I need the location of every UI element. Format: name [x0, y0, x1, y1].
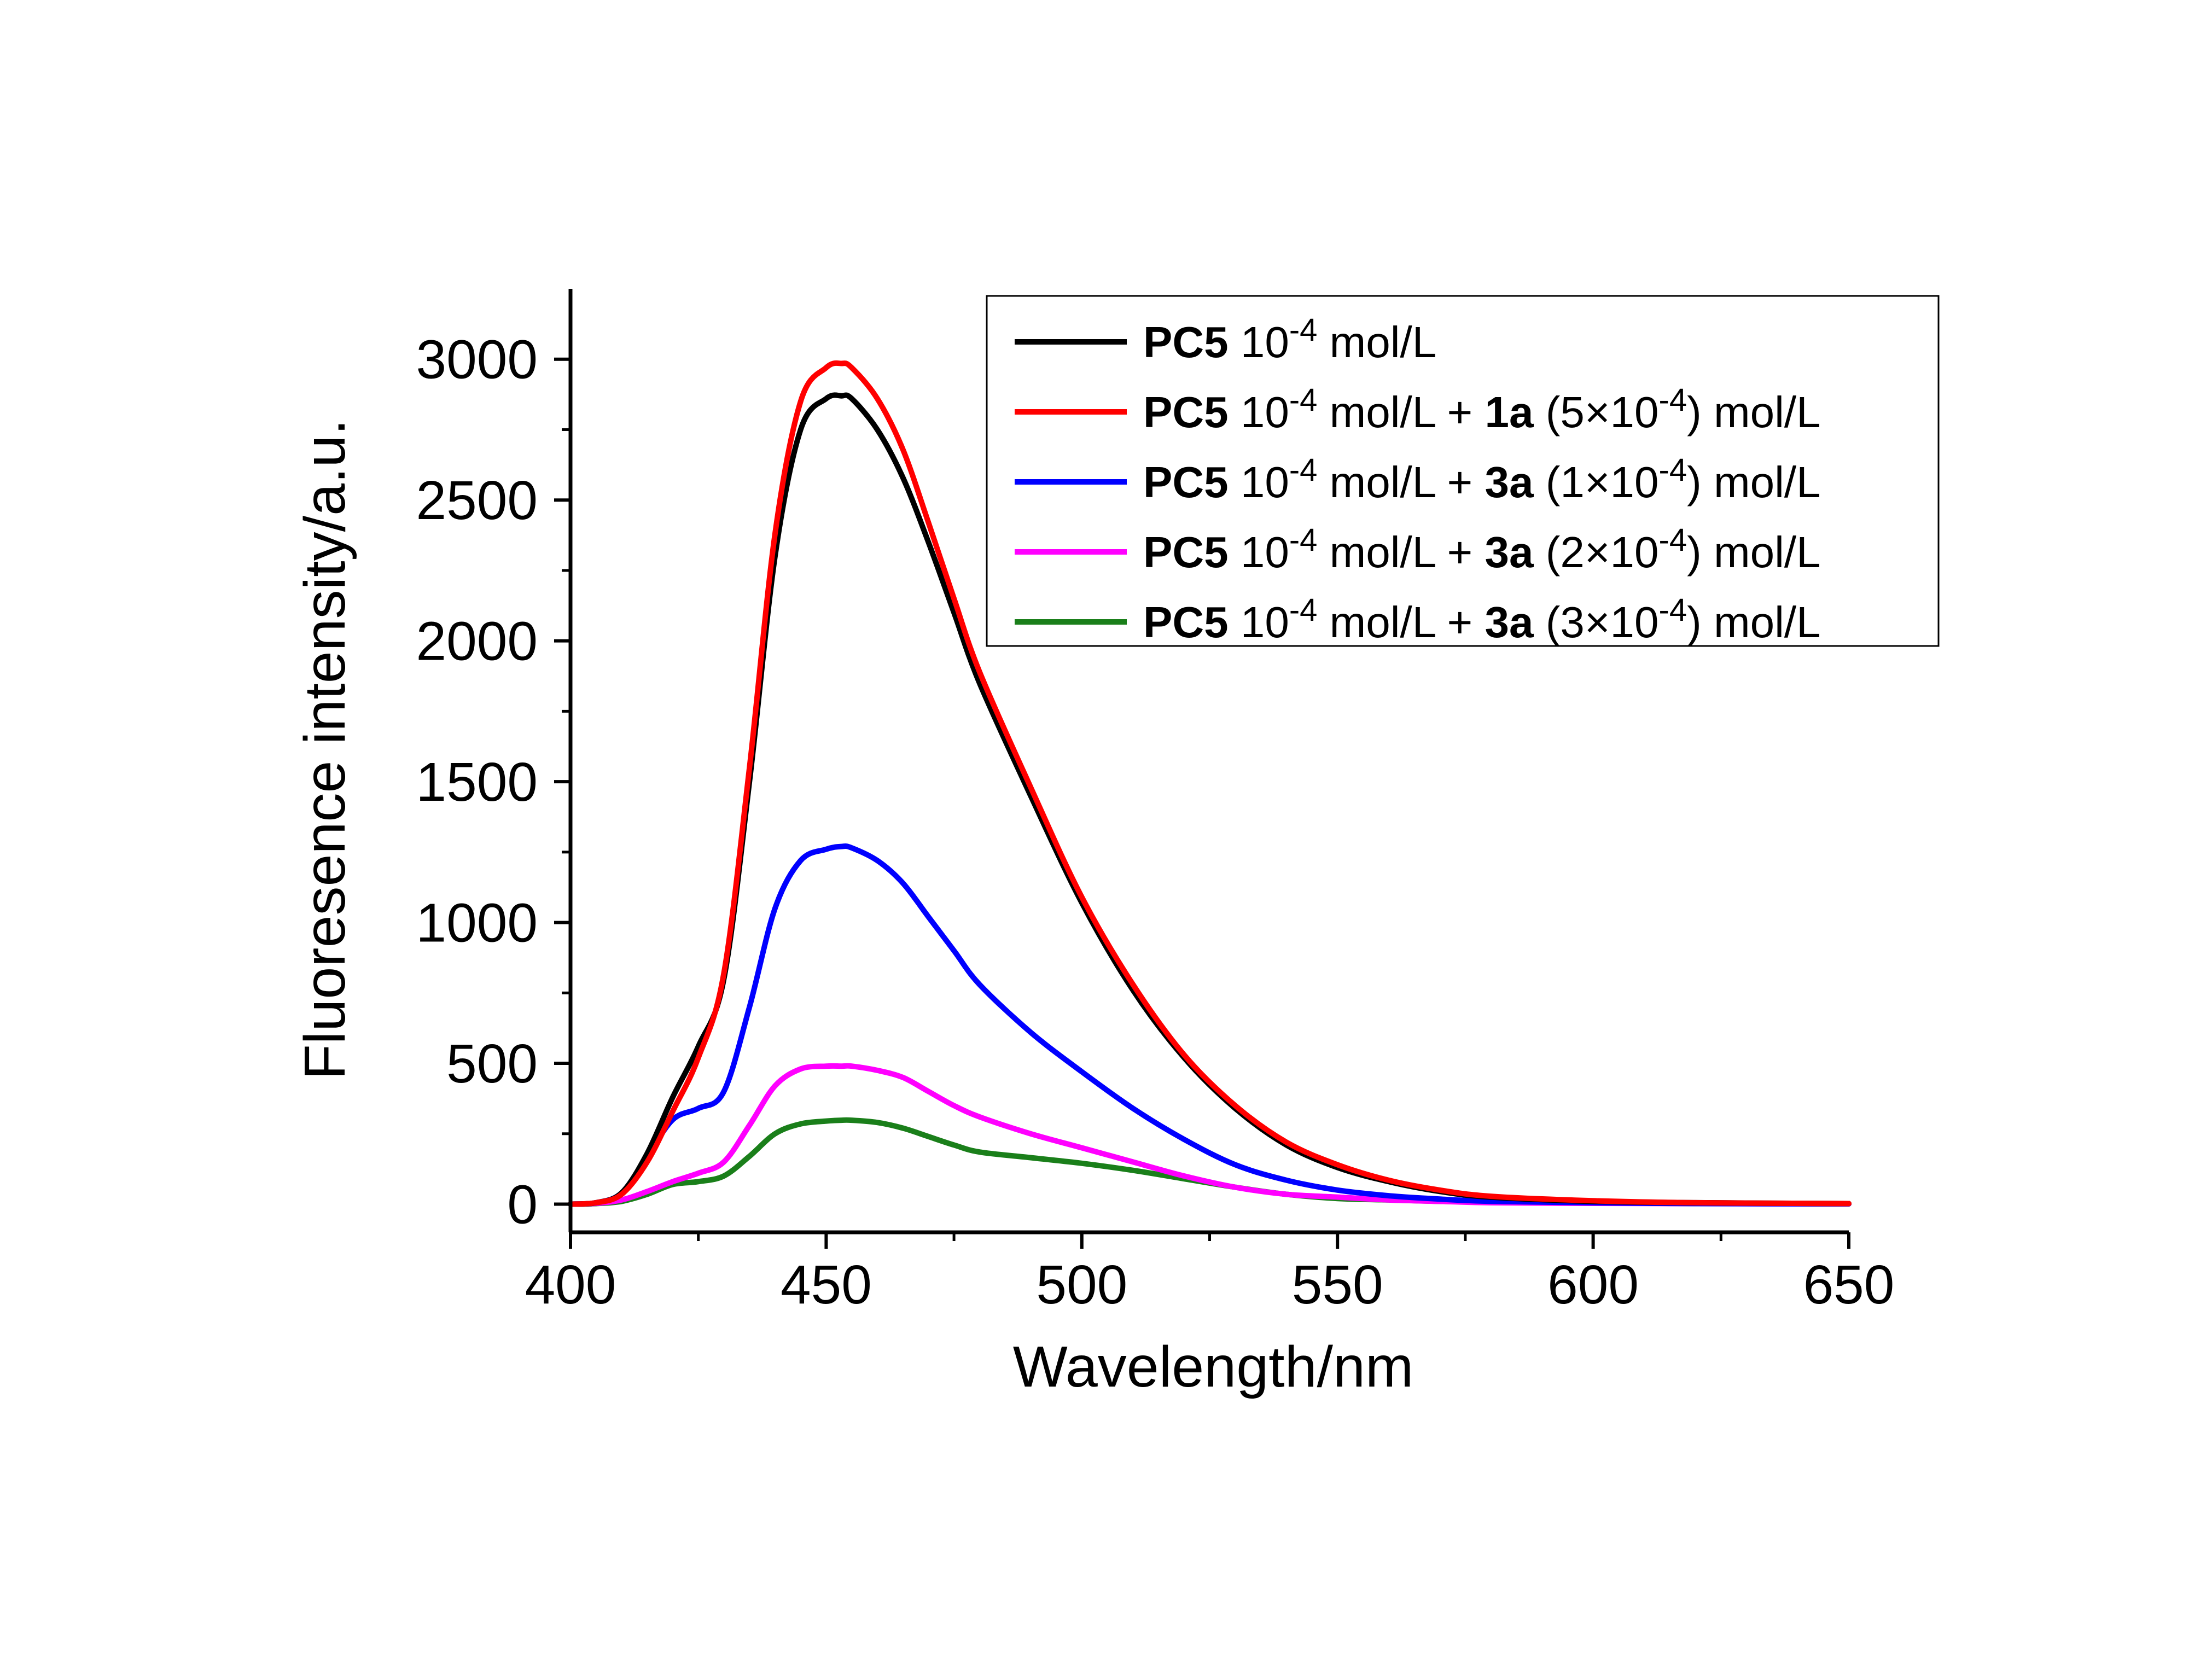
series-line-3	[568, 843, 1852, 1207]
x-tick-label: 550	[1292, 1254, 1383, 1315]
legend-label-3: PC5 10-4 mol/L + 3a (1×10-4) mol/L	[1143, 452, 1821, 506]
y-tick-label: 1500	[416, 752, 538, 813]
y-tick-label: 1000	[416, 893, 538, 954]
x-tick-label: 650	[1803, 1254, 1895, 1315]
x-tick-label: 600	[1547, 1254, 1639, 1315]
series-layer	[568, 360, 1852, 1207]
y-tick-label: 2500	[416, 470, 538, 531]
x-tick-label: 400	[525, 1254, 616, 1315]
x-axis-title: Wavelength/nm	[1013, 1335, 1414, 1399]
y-axis-title: Fluoresence intensity/a.u.	[293, 419, 357, 1080]
x-tick-label: 450	[781, 1254, 872, 1315]
series-line-5	[568, 1117, 1852, 1207]
legend-label-4: PC5 10-4 mol/L + 3a (2×10-4) mol/L	[1143, 522, 1821, 577]
legend-label-5: PC5 10-4 mol/L + 3a (3×10-4) mol/L	[1143, 592, 1821, 647]
series-line-2	[568, 360, 1852, 1207]
y-tick-label: 3000	[416, 329, 538, 391]
ticks-layer: 400 450 500 550 600 650 0 500 1000 1500 2000 2500 30…	[416, 329, 1895, 1315]
x-tick-label: 500	[1036, 1254, 1127, 1315]
y-tick-label: 2000	[416, 611, 538, 672]
y-tick-label: 500	[446, 1033, 538, 1094]
legend-label-1: PC5 10-4 mol/L	[1143, 312, 1436, 366]
legend-box	[986, 295, 1940, 647]
legend: PC5 10-4 mol/L PC5 10-4 mol/L + 1a (5×10-…	[986, 295, 1940, 647]
y-tick-label: 0	[507, 1174, 538, 1236]
legend-label-2: PC5 10-4 mol/L + 1a (5×10-4) mol/L	[1143, 382, 1821, 436]
